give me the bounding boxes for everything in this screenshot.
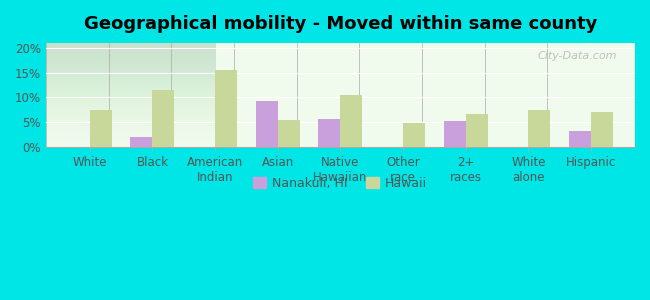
Bar <box>341 94 362 147</box>
Bar <box>90 110 112 147</box>
Bar <box>256 101 278 147</box>
Bar <box>152 90 174 147</box>
Bar <box>131 137 152 147</box>
Bar <box>318 119 341 147</box>
Legend: Nanakuli, HI, Hawaii: Nanakuli, HI, Hawaii <box>248 172 432 195</box>
Bar <box>444 121 466 147</box>
Bar <box>403 123 425 147</box>
Bar <box>466 114 488 147</box>
Bar <box>278 120 300 147</box>
Bar <box>528 110 551 147</box>
Bar <box>569 131 591 147</box>
Bar <box>591 112 613 147</box>
Bar <box>215 70 237 147</box>
Title: Geographical mobility - Moved within same county: Geographical mobility - Moved within sam… <box>84 15 597 33</box>
Text: City-Data.com: City-Data.com <box>538 51 618 61</box>
